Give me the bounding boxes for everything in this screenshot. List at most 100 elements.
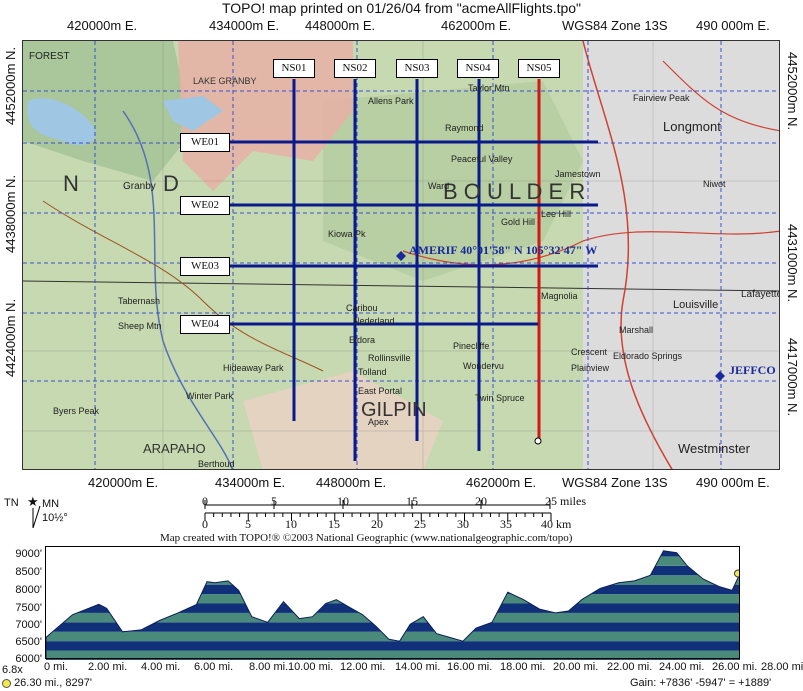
profile-x-22: 22.00 mi. [607, 661, 653, 673]
flight-line-we04-label[interactable]: WE04 [180, 315, 230, 334]
map-credit: Map created with TOPO!® ©2003 National G… [160, 532, 573, 544]
profile-x-28: 28.00 mi. [761, 661, 803, 673]
northing-left-1: 4452000m N. [3, 46, 18, 125]
place-eldora: Eldora [349, 335, 376, 345]
northing-right-2: 4431000m N. [785, 224, 800, 303]
place-fairview-peak: Fairview Peak [633, 93, 690, 103]
place-sheep-mtn: Sheep Mtn [118, 321, 162, 331]
profile-x-26: 26.00 mi. [712, 661, 758, 673]
scale-mile-25: 25 miles [545, 494, 586, 508]
topo-map[interactable]: NS01 NS02 NS03 NS04 NS05 WE01 WE02 WE03 … [22, 40, 780, 470]
place-westminster: Westminster [678, 441, 750, 456]
profile-x-6: 6.00 mi. [194, 661, 234, 673]
flight-line-ns05-label[interactable]: NS05 [518, 59, 560, 78]
place-forest: FOREST [29, 51, 70, 62]
scale-km-20: 20 [371, 517, 383, 531]
jeffco-waypoint-label[interactable]: JEFFCO [729, 363, 776, 377]
profile-y-9000: 9000' [15, 548, 42, 560]
elevation-band [46, 603, 740, 613]
terrain-bands [46, 550, 740, 660]
place-gilpin: GILPIN [361, 399, 427, 421]
map-base [23, 41, 779, 469]
scale-mile-20: 20 [475, 494, 487, 508]
place-eldorado-springs: Eldorado Springs [613, 351, 683, 361]
profile-y-8500: 8500' [15, 566, 42, 578]
profile-x-16: 16.00 mi. [447, 661, 493, 673]
easting-top-5: WGS84 Zone 13S [562, 18, 668, 33]
scale-km-35: 35 [500, 517, 512, 531]
profile-y-8000: 8000' [15, 584, 42, 596]
profile-y-7000: 7000' [15, 619, 42, 631]
place-peaceful-valley: Peaceful Valley [451, 154, 513, 164]
scale-km-0: 0 [202, 517, 208, 531]
profile-x-0: 0 mi. [44, 661, 68, 673]
profile-x-4: 4.00 mi. [141, 661, 181, 673]
profile-x-24: 24.00 mi. [659, 661, 705, 673]
profile-x-12: 12.00 mi. [340, 661, 386, 673]
flight-line-ns02-label[interactable]: NS02 [334, 59, 376, 78]
place-pinecliffe: Pinecliffe [453, 341, 490, 351]
scale-km-25: 25 [414, 517, 426, 531]
place-winter-park: Winter Park [186, 391, 234, 401]
profile-x-18: 18.00 mi. [500, 661, 546, 673]
profile-zoom-label: 6.8x [2, 664, 23, 676]
place-allens-park: Allens Park [368, 96, 414, 106]
cursor-readout-text: 26.30 mi., 8297' [14, 677, 92, 689]
place-crescent: Crescent [571, 347, 608, 357]
place-taylor-mtn: Taylor Mtn [468, 83, 510, 93]
place-longmont: Longmont [663, 119, 721, 134]
flight-line-ns04-label[interactable]: NS04 [457, 59, 499, 78]
place-magnolia: Magnolia [541, 291, 578, 301]
true-north-label: TN [4, 497, 19, 509]
elevation-band [46, 556, 740, 566]
flight-line-ns03-label[interactable]: NS03 [396, 59, 438, 78]
place-boulder: B O U L D E R [443, 179, 586, 204]
profile-cursor-marker[interactable] [734, 569, 741, 578]
elevation-band [46, 650, 740, 660]
profile-x-8: 8.00 mi. [249, 661, 289, 673]
place-granby: Granby [123, 181, 156, 192]
profile-line [46, 550, 740, 660]
easting-bottom-6: 490 000m E. [696, 475, 770, 490]
map-title: TOPO! map printed on 01/26/04 from "acme… [221, 0, 582, 16]
place-tolland: Tolland [358, 367, 387, 377]
profile-gain: Gain: +7836' -5947' = +1889' [630, 677, 772, 689]
flight-line-ns01-label[interactable]: NS01 [273, 59, 315, 78]
place-lee-hill: Lee Hill [541, 209, 572, 219]
place-louisville: Louisville [673, 299, 719, 311]
place-caribou: Caribou [346, 303, 378, 313]
magnetic-north-arrow-icon [32, 505, 41, 529]
flight-line-we01-label[interactable]: WE01 [180, 133, 230, 152]
cursor-dot-icon [2, 678, 11, 688]
elevation-band [46, 622, 740, 632]
easting-top-1: 420000m E. [67, 18, 138, 33]
place-marshall: Marshall [619, 325, 654, 335]
place-berthoud: Berthoud [198, 459, 235, 469]
place-ward: Ward [428, 181, 450, 191]
profile-x-2: 2.00 mi. [88, 661, 128, 673]
profile-x-14: 14.00 mi. [395, 661, 441, 673]
flight-line-we03-label[interactable]: WE03 [180, 257, 230, 276]
scale-mile-15: 15 [406, 494, 418, 508]
magnetic-north-label: MN [42, 498, 60, 510]
elevation-band [46, 641, 740, 651]
place-kiowa-pk: Kiowa Pk [328, 229, 366, 239]
flight-line-we02-label[interactable]: WE02 [180, 196, 230, 215]
elevation-band [46, 550, 740, 557]
declination-label: 10½° [42, 512, 68, 524]
easting-bottom-5: WGS84 Zone 13S [562, 475, 668, 490]
northing-left-2: 4438000m N. [3, 174, 18, 253]
elevation-band [46, 584, 740, 595]
place-lafayette: Lafayette [741, 289, 780, 300]
northing-right-3: 4417000m N. [785, 338, 800, 417]
place-lake-granby: LAKE GRANBY [193, 76, 257, 86]
elevation-profile-chart[interactable] [46, 547, 740, 660]
easting-bottom-4: 462000m E. [466, 475, 537, 490]
profile-y-6000: 6000' [15, 653, 42, 665]
scale-bar [204, 500, 552, 521]
northing-left-3: 4424000m N. [3, 298, 18, 377]
profile-x-20: 20.00 mi. [553, 661, 599, 673]
place-apex: Apex [368, 417, 389, 427]
amerif-waypoint-label[interactable]: AMERIF 40°01'58" N 105°32'47" W [409, 243, 598, 257]
profile-x-10: 10.00 mi. [288, 661, 334, 673]
